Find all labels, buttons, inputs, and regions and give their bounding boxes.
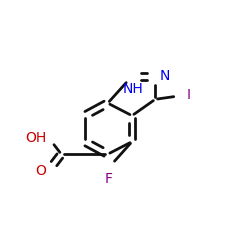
Text: F: F [105, 172, 113, 186]
Text: I: I [187, 88, 191, 102]
Text: OH: OH [25, 131, 46, 145]
Text: O: O [36, 164, 46, 177]
Text: NH: NH [122, 82, 143, 96]
Text: N: N [160, 69, 170, 83]
